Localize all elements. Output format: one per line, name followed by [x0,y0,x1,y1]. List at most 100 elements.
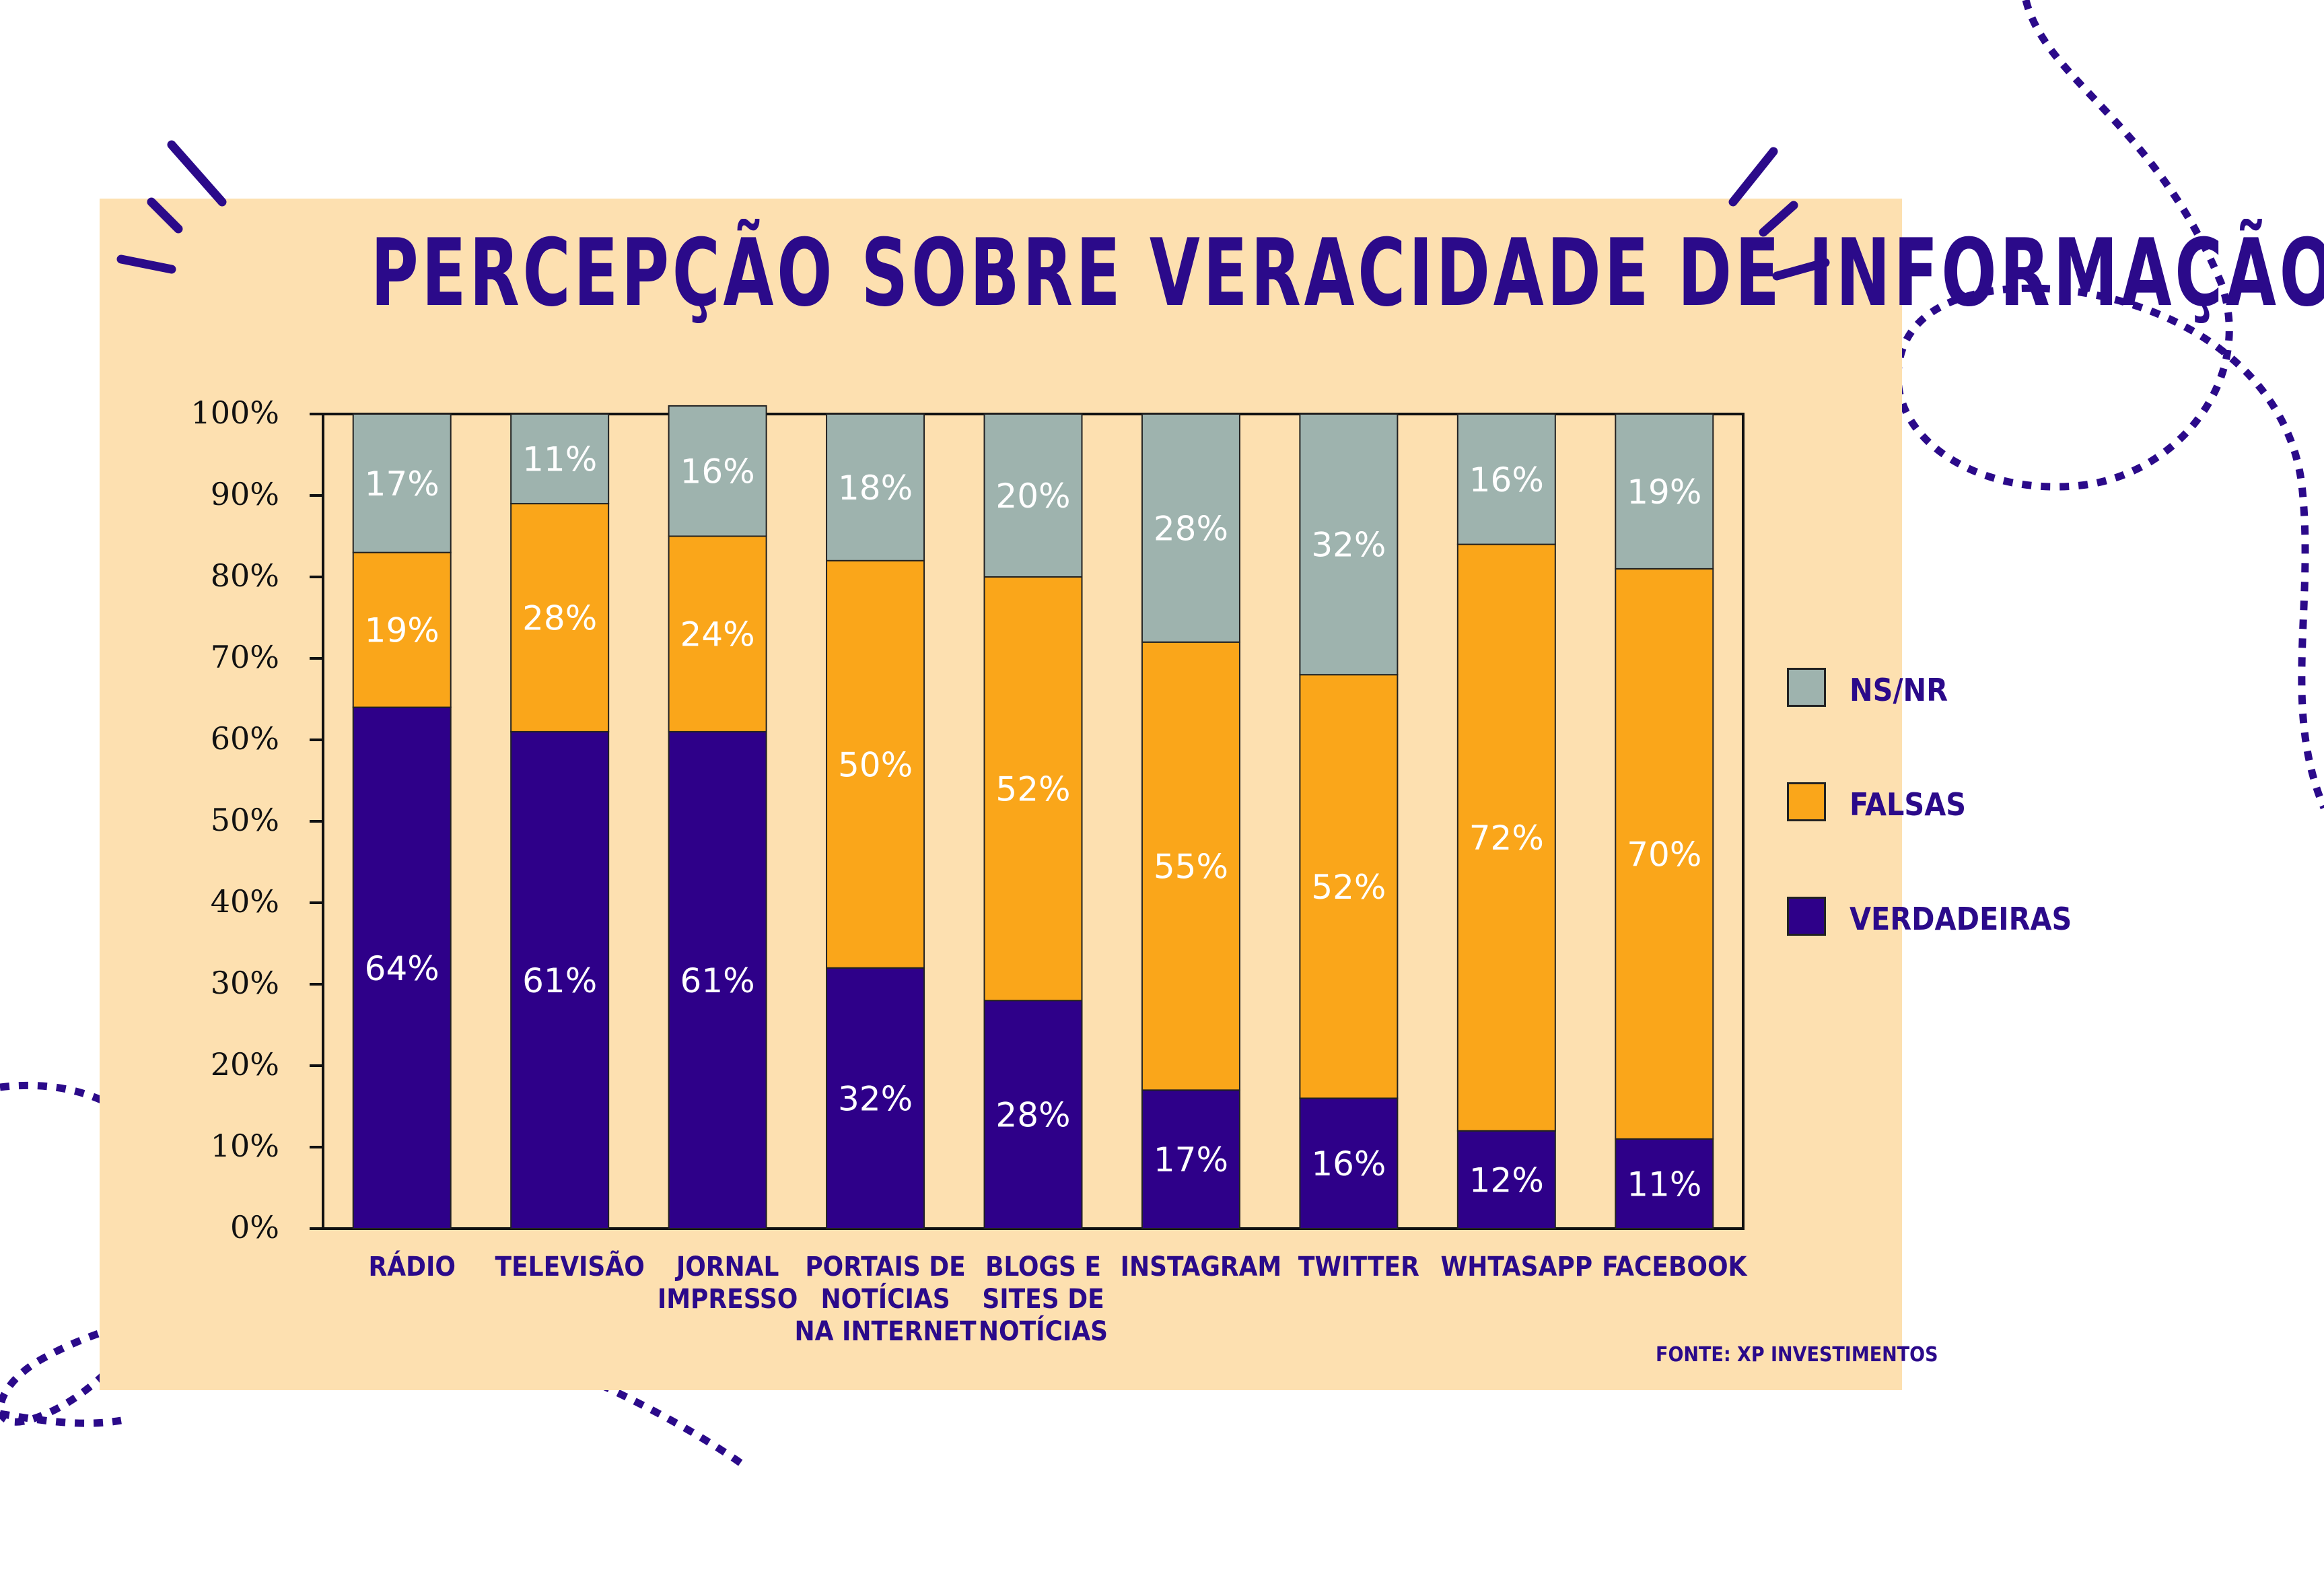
y-tick-label: 50% [211,802,279,838]
data-label-nsnr: 11% [522,440,597,479]
category-label-line: WHTASAPP [1441,1251,1593,1282]
category-label-line: IMPRESSO [658,1284,798,1315]
category-label: TWITTER [1298,1251,1419,1282]
category-label: INSTAGRAM [1121,1251,1282,1282]
y-tick-label: 90% [211,476,279,512]
category-label: FACEBOOK [1602,1251,1747,1282]
data-label-nsnr: 19% [1627,473,1701,512]
bar-segment-verdadeiras [1141,1089,1240,1230]
data-label-nsnr: 28% [1154,509,1228,548]
data-label-verdadeiras: 64% [365,949,439,988]
category-label: WHTASAPP [1441,1251,1593,1282]
bar-segment-falsas [510,503,610,732]
data-label-verdadeiras: 28% [995,1096,1070,1135]
legend-swatch [1787,668,1826,707]
data-label-falsas: 28% [522,599,597,638]
bar-segment-nsnr [668,405,767,537]
data-label-verdadeiras: 61% [522,961,597,1000]
data-label-nsnr: 18% [838,469,913,508]
data-label-nsnr: 17% [365,465,439,504]
bar-segment-nsnr [826,413,925,561]
legend-item-verdadeiras: VERDADEIRAS [1787,895,2123,942]
accent-stroke [1759,201,1798,237]
legend-swatch [1787,782,1826,821]
bar-segment-verdadeiras [1615,1138,1714,1230]
data-label-falsas: 24% [680,615,755,654]
accent-stroke [147,197,183,234]
data-label-falsas: 52% [1311,868,1386,907]
bar-segment-verdadeiras [352,706,452,1229]
accent-stroke [1772,258,1830,281]
bar-segment-falsas [352,551,452,708]
category-label-line: NOTÍCIAS [979,1315,1108,1347]
legend-item-falsas: FALSAS [1787,781,2123,828]
category-label-line: NOTÍCIAS [820,1282,950,1315]
y-tick-label: 80% [211,557,279,594]
category-label-line: TWITTER [1298,1251,1419,1282]
legend-item-nsnr: NS/NR [1787,666,2123,714]
category-label-line: NA INTERNET [795,1316,977,1347]
data-label-falsas: 55% [1154,848,1228,887]
category-label-line: RÁDIO [369,1250,456,1282]
y-tick-label: 10% [211,1128,279,1164]
category-label: TELEVISÃO [495,1249,645,1282]
data-label-nsnr: 32% [1311,526,1386,565]
bar-segment-verdadeiras [510,730,610,1229]
bar-segment-nsnr [352,413,452,553]
category-label-line: JORNAL [674,1251,779,1282]
bar-segment-nsnr [1299,413,1399,676]
data-label-falsas: 70% [1627,835,1701,874]
bar-segment-verdadeiras [668,730,767,1229]
bar-segment-nsnr [1141,413,1240,643]
category-label-line: SITES DE [982,1284,1104,1315]
bar-segment-nsnr [1456,413,1556,545]
data-label-falsas: 72% [1469,819,1544,858]
category-label: JORNAL IMPRESSO [658,1251,798,1315]
data-label-falsas: 19% [365,611,439,650]
bar-segment-verdadeiras [983,1000,1083,1229]
data-label-verdadeiras: 61% [680,961,755,1000]
data-label-falsas: 52% [995,770,1070,809]
data-label-nsnr: 16% [1469,460,1544,500]
bar-segment-falsas [1615,568,1714,1140]
accent-stroke [1728,147,1778,207]
category-label: BLOGS E SITES DE NOTÍCIAS [979,1251,1108,1347]
bar-segment-nsnr [510,413,610,505]
y-tick-label: 40% [211,883,279,920]
category-label-line: TELEVISÃO [495,1249,645,1282]
legend-label: VERDADEIRAS [1850,901,2072,937]
bar-segment-nsnr [983,413,1083,578]
data-label-nsnr: 20% [995,477,1070,516]
data-label-verdadeiras: 12% [1469,1161,1544,1200]
category-label-line: BLOGS E [985,1251,1101,1282]
bar-segment-falsas [826,559,925,969]
bar-segment-falsas [1141,641,1240,1091]
data-label-verdadeiras: 11% [1627,1165,1701,1204]
category-label-line: PORTAIS DE [805,1251,965,1282]
category-label: RÁDIO [369,1250,456,1282]
data-label-verdadeiras: 32% [838,1079,913,1118]
legend-label: NS/NR [1850,672,1948,708]
category-label-line: FACEBOOK [1602,1251,1747,1282]
bar-segment-falsas [1299,674,1399,1099]
data-label-falsas: 50% [838,745,913,784]
accent-stroke [167,140,227,207]
y-tick-label: 100% [190,394,279,431]
bar-segment-verdadeiras [826,967,925,1230]
legend-swatch [1787,897,1826,936]
accent-stroke [116,254,176,274]
data-label-verdadeiras: 17% [1154,1140,1228,1179]
category-label: PORTAIS DE NOTÍCIAS NA INTERNET [795,1251,977,1347]
data-label-verdadeiras: 16% [1311,1144,1386,1183]
data-label-nsnr: 16% [680,452,755,491]
y-tick-label: 0% [230,1209,279,1245]
y-tick-label: 70% [211,639,279,675]
bar-segment-verdadeiras [1456,1130,1556,1230]
y-tick-label: 60% [211,720,279,757]
legend-label: FALSAS [1850,786,1967,823]
bar-segment-falsas [983,576,1083,1002]
y-tick-label: 20% [211,1046,279,1083]
bar-segment-nsnr [1615,413,1714,570]
